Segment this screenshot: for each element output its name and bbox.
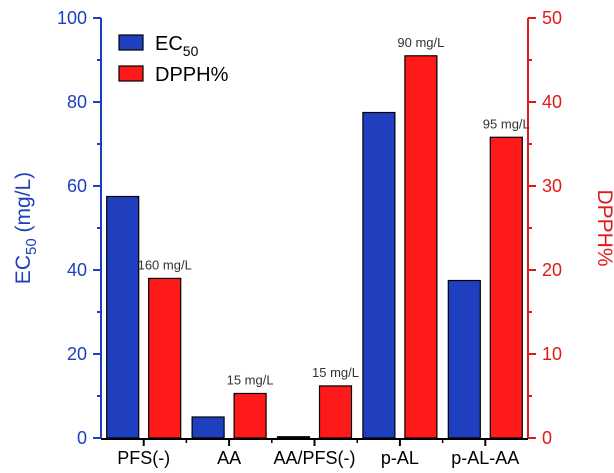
axis-titles: EC50 (mg/L) DPPH%	[12, 172, 614, 284]
category-label: AA/PFS(-)	[273, 448, 355, 468]
right-tick-label: 40	[542, 92, 562, 112]
left-axis: 0 20 40 60 80 100	[57, 8, 102, 448]
left-axis-title: EC50 (mg/L)	[12, 172, 40, 284]
left-tick-label: 0	[77, 428, 87, 448]
dose-annotation: 15 mg/L	[227, 372, 274, 387]
legend: EC50 DPPH%	[118, 33, 229, 86]
ec50-bar	[191, 416, 225, 439]
right-tick-label: 50	[542, 8, 562, 28]
right-tick-label: 30	[542, 176, 562, 196]
left-tick-label: 100	[57, 8, 87, 28]
dose-annotation: 90 mg/L	[397, 35, 444, 50]
left-tick-label: 80	[67, 92, 87, 112]
legend-swatch-dpph	[118, 65, 144, 82]
category-label: p-AL	[381, 448, 419, 468]
legend-label-dpph: DPPH%	[155, 64, 229, 86]
left-tick-label: 20	[67, 344, 87, 364]
category-label: PFS(-)	[117, 448, 170, 468]
right-tick-label: 10	[542, 344, 562, 364]
ec50-bar	[362, 111, 396, 439]
dpph-bar	[404, 55, 438, 439]
left-tick-label: 60	[67, 176, 87, 196]
legend-swatch-ec50	[118, 34, 144, 51]
ec50-bar	[447, 279, 481, 439]
annotations: 160 mg/L 15 mg/L 15 mg/L 90 mg/L 95 mg/L	[138, 35, 530, 388]
bars	[106, 55, 523, 439]
category-label: AA	[217, 448, 241, 468]
right-axis-title: DPPH%	[593, 189, 614, 266]
dpph-bar	[233, 392, 267, 439]
right-axis: 0 10 20 30 40 50	[527, 8, 562, 448]
x-axis: PFS(-) AA AA/PFS(-) p-AL p-AL-AA	[101, 438, 528, 468]
dose-annotation: 160 mg/L	[138, 257, 192, 272]
dpph-bar	[148, 277, 182, 439]
left-tick-label: 40	[67, 260, 87, 280]
dose-annotation: 95 mg/L	[483, 116, 530, 131]
ec50-bar	[106, 195, 140, 439]
dpph-bar	[318, 385, 353, 439]
legend-label-ec50: EC50	[155, 33, 199, 59]
dpph-bar	[489, 136, 523, 439]
right-tick-label: 0	[542, 428, 552, 448]
dose-annotation: 15 mg/L	[312, 365, 359, 380]
right-tick-label: 20	[542, 260, 562, 280]
ec50-bar	[276, 436, 311, 439]
category-label: p-AL-AA	[451, 448, 519, 468]
